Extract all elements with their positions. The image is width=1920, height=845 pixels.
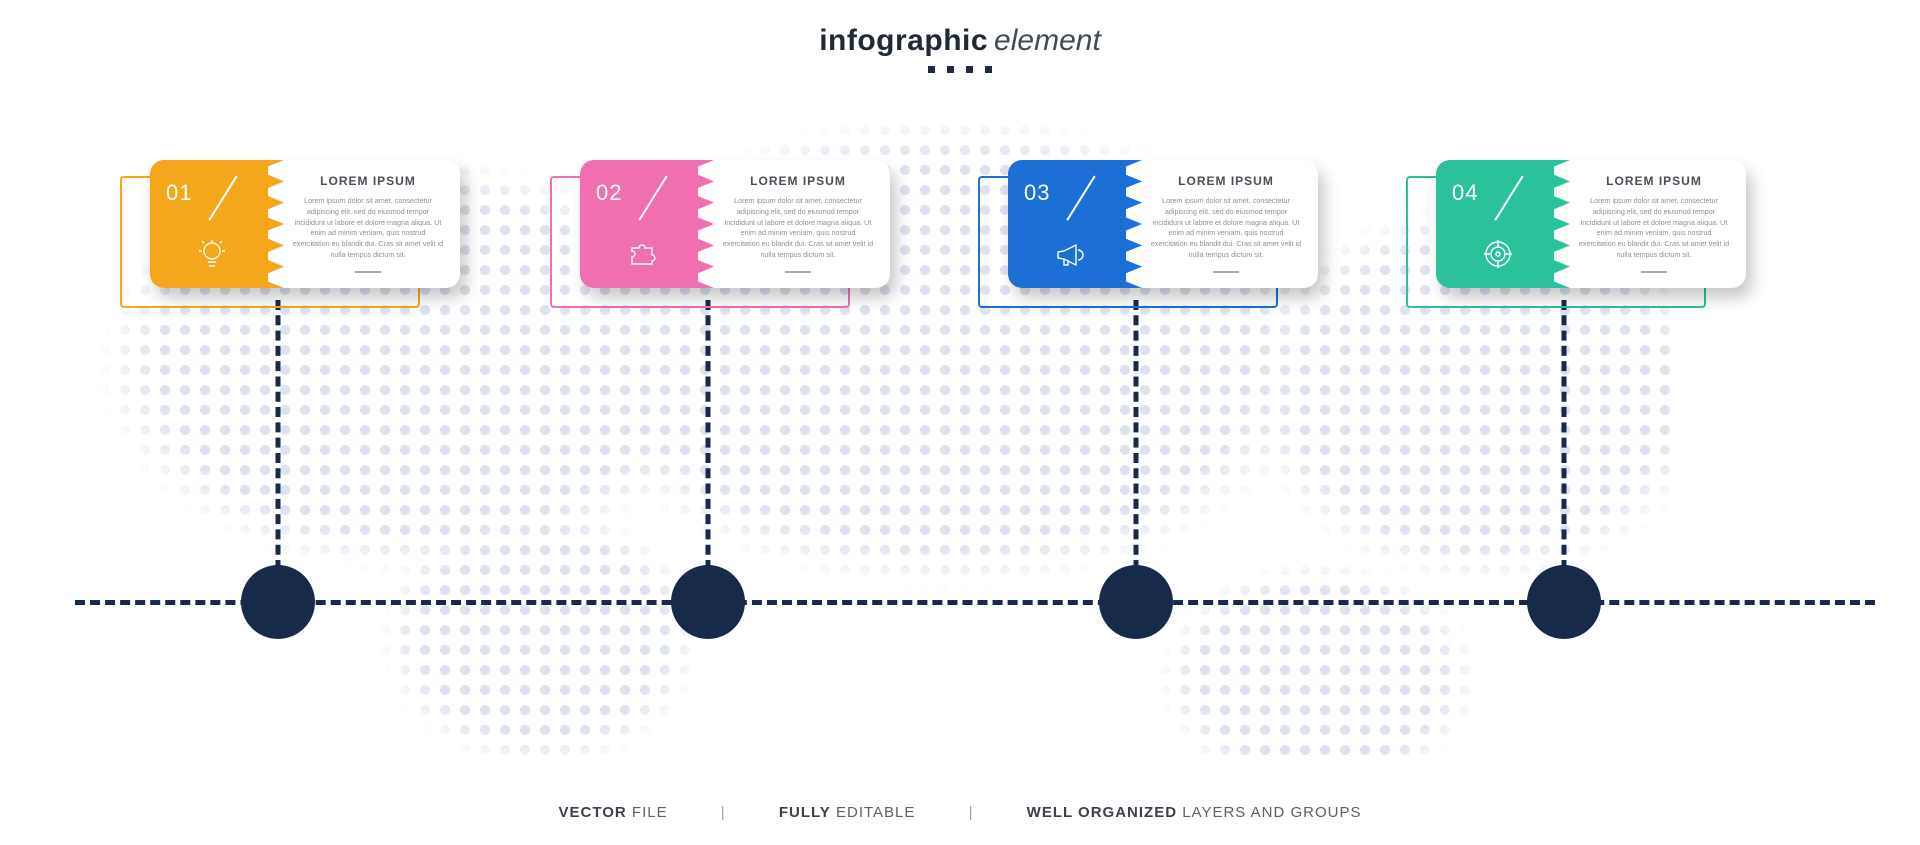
target-icon [1482,238,1514,270]
footer-sep-2: | [969,804,974,821]
card-body: 02 LOREM IPSUM Lorem ipsum dolor sit ame… [580,160,890,288]
timeline-node [1527,565,1601,639]
step-card: 03 LOREM IPSUM Lorem ipsum dolor sit ame… [988,160,1328,320]
number-slash [200,174,244,218]
footer-part-1-rest: FILE [627,804,668,821]
step-body: Lorem ipsum dolor sit amet, consectetur … [292,196,444,261]
timeline-axis [75,600,1875,605]
timeline-node [241,565,315,639]
footer-sep-1: | [721,804,726,821]
card-content: LOREM IPSUM Lorem ipsum dolor sit amet, … [1126,160,1318,288]
title-italic: element [994,24,1101,57]
zigzag-edge [680,160,714,288]
timeline-node [671,565,745,639]
step-title: LOREM IPSUM [292,174,444,188]
step-body: Lorem ipsum dolor sit amet, consectetur … [1150,196,1302,261]
card-content: LOREM IPSUM Lorem ipsum dolor sit amet, … [698,160,890,288]
timeline-stem [1562,300,1567,570]
step-card: 01 LOREM IPSUM Lorem ipsum dolor sit ame… [130,160,470,320]
step-number: 03 [1024,180,1050,206]
timeline-node [1099,565,1173,639]
number-slash [1058,174,1102,218]
step-title: LOREM IPSUM [1578,174,1730,188]
step-title: LOREM IPSUM [722,174,874,188]
header: infographicelement [0,24,1920,73]
megaphone-icon [1054,238,1086,270]
card-color-block: 04 [1436,160,1554,288]
step-title: LOREM IPSUM [1150,174,1302,188]
card-color-block: 03 [1008,160,1126,288]
content-dash [355,271,381,273]
content-dash [1641,271,1667,273]
footer-part-1-bold: VECTOR [559,804,627,821]
zigzag-edge [1108,160,1142,288]
timeline-stem [706,300,711,570]
zigzag-edge [250,160,284,288]
card-content: LOREM IPSUM Lorem ipsum dolor sit amet, … [1554,160,1746,288]
puzzle-icon [626,238,658,270]
card-color-block: 02 [580,160,698,288]
number-slash [630,174,674,218]
footer-part-3-rest: LAYERS AND GROUPS [1177,804,1361,821]
zigzag-edge [1536,160,1570,288]
step-number: 01 [166,180,192,206]
content-dash [785,271,811,273]
card-body: 01 LOREM IPSUM Lorem ipsum dolor sit ame… [150,160,460,288]
content-dash [1213,271,1239,273]
card-color-block: 01 [150,160,268,288]
timeline-stem [1134,300,1139,570]
step-body: Lorem ipsum dolor sit amet, consectetur … [1578,196,1730,261]
step-body: Lorem ipsum dolor sit amet, consectetur … [722,196,874,261]
card-content: LOREM IPSUM Lorem ipsum dolor sit amet, … [268,160,460,288]
footer-part-3-bold: WELL ORGANIZED [1027,804,1177,821]
step-card: 02 LOREM IPSUM Lorem ipsum dolor sit ame… [560,160,900,320]
card-body: 04 LOREM IPSUM Lorem ipsum dolor sit ame… [1436,160,1746,288]
step-card: 04 LOREM IPSUM Lorem ipsum dolor sit ame… [1416,160,1756,320]
timeline-stem [276,300,281,570]
title-decor-dots [0,66,1920,73]
footer-part-2-rest: EDITABLE [831,804,916,821]
number-slash [1486,174,1530,218]
footer-part-2-bold: FULLY [779,804,831,821]
lightbulb-icon [196,238,228,270]
card-body: 03 LOREM IPSUM Lorem ipsum dolor sit ame… [1008,160,1318,288]
step-number: 02 [596,180,622,206]
step-number: 04 [1452,180,1478,206]
footer: VECTOR FILE | FULLY EDITABLE | WELL ORGA… [0,804,1920,821]
title-bold: infographic [819,24,988,57]
